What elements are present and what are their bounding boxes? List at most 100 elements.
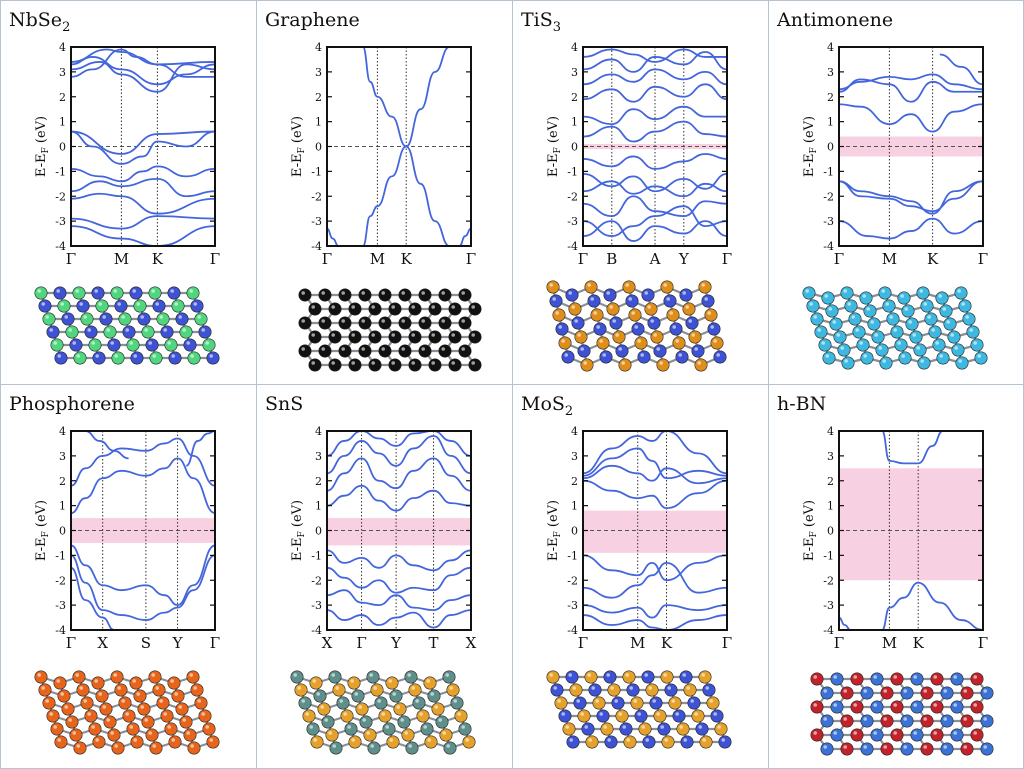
atom <box>198 325 212 339</box>
atom-highlight <box>56 679 60 683</box>
atom-highlight <box>167 341 171 345</box>
band-line <box>583 83 727 103</box>
atom <box>468 302 482 316</box>
atom-highlight <box>197 699 201 703</box>
atom-highlight <box>690 699 694 703</box>
atom <box>958 299 972 313</box>
panel-sns: SnS -4 -3 -2 -1 0 1 2 3 4 E-EF (eV) X Γ Y T X <box>256 384 513 769</box>
atom <box>308 358 322 372</box>
atom <box>701 294 715 308</box>
bands <box>583 431 727 630</box>
x-tick-label: Γ <box>834 250 844 268</box>
atom <box>550 683 564 697</box>
atom-highlight <box>809 302 813 306</box>
y-tick-label: 3 <box>315 66 322 79</box>
y-axis-label-main: E-E <box>34 153 49 177</box>
atom-highlight <box>312 679 316 683</box>
atom-highlight <box>903 717 907 721</box>
y-tick-label: -4 <box>311 240 322 253</box>
atom-highlight <box>591 686 595 690</box>
atom-highlight <box>644 673 648 677</box>
atom <box>156 696 170 710</box>
atom-highlight <box>873 731 877 735</box>
atom-highlight <box>64 315 68 319</box>
atom <box>206 735 220 749</box>
atom-highlight <box>950 333 954 337</box>
atom <box>88 722 102 736</box>
atom-highlight <box>961 302 965 306</box>
atom <box>882 299 896 313</box>
atom <box>970 672 984 686</box>
atom-highlight <box>421 319 425 323</box>
atom-highlight <box>411 305 415 309</box>
y-tick-label: -2 <box>55 190 66 203</box>
atom-highlight <box>618 712 622 716</box>
atom <box>439 728 453 742</box>
panel-phosphorene: Phosphorene -4 -3 -2 -1 0 1 2 3 4 E-EF (eV) Γ X S Y Γ <box>0 384 257 769</box>
atom-highlight <box>698 725 702 729</box>
atom <box>458 316 472 330</box>
atom-highlight <box>933 703 937 707</box>
atom-highlight <box>401 291 405 295</box>
atom <box>53 676 67 690</box>
structure-illustration <box>290 670 476 755</box>
y-tick-label: 2 <box>571 91 578 104</box>
atom-highlight <box>710 325 714 329</box>
atom-highlight <box>843 745 847 749</box>
atom <box>920 714 934 728</box>
atom <box>890 325 904 339</box>
atom-highlight <box>197 315 201 319</box>
atom <box>644 302 658 316</box>
atom <box>382 722 396 736</box>
panel-title-main: MoS <box>521 393 565 415</box>
atom <box>642 735 656 749</box>
atom-highlight <box>606 673 610 677</box>
atom-highlight <box>129 725 133 729</box>
atom <box>566 735 580 749</box>
x-tick-label: X <box>97 634 108 652</box>
atom <box>168 735 182 749</box>
atom <box>344 722 358 736</box>
atom-highlight <box>178 315 182 319</box>
atom <box>622 280 636 294</box>
atom <box>680 735 694 749</box>
atom <box>38 299 52 313</box>
atom <box>930 700 944 714</box>
atom-highlight <box>174 302 178 306</box>
atom <box>141 325 155 339</box>
y-tick-label: -1 <box>311 165 322 178</box>
atom-highlight <box>893 675 897 679</box>
y-tick-label: 0 <box>59 141 66 154</box>
atom <box>619 722 633 736</box>
atom-highlight <box>913 675 917 679</box>
atom <box>909 330 923 344</box>
atom <box>966 325 980 339</box>
atom <box>328 670 342 684</box>
atom <box>338 344 352 358</box>
atom-highlight <box>313 738 317 742</box>
atom <box>852 325 866 339</box>
panel-title-main: Antimonene <box>777 9 894 31</box>
atom-highlight <box>151 289 155 293</box>
y-axis-label-unit: (eV) <box>546 116 561 147</box>
atom-highlight <box>717 725 721 729</box>
atom-highlight <box>76 354 80 358</box>
atom <box>438 288 452 302</box>
atom <box>970 700 984 714</box>
atom <box>806 299 820 313</box>
atom-highlight <box>943 689 947 693</box>
atom-highlight <box>133 738 137 742</box>
atom-highlight <box>362 718 366 722</box>
atom <box>80 696 94 710</box>
band-line <box>327 435 471 475</box>
atom-highlight <box>94 289 98 293</box>
atom <box>57 299 71 313</box>
atom <box>168 351 182 365</box>
atom <box>91 676 105 690</box>
atom-highlight <box>588 738 592 742</box>
atom-highlight <box>558 325 562 329</box>
atom-highlight <box>704 297 708 301</box>
atom <box>870 672 884 686</box>
atom-highlight <box>441 319 445 323</box>
atom-highlight <box>391 361 395 365</box>
